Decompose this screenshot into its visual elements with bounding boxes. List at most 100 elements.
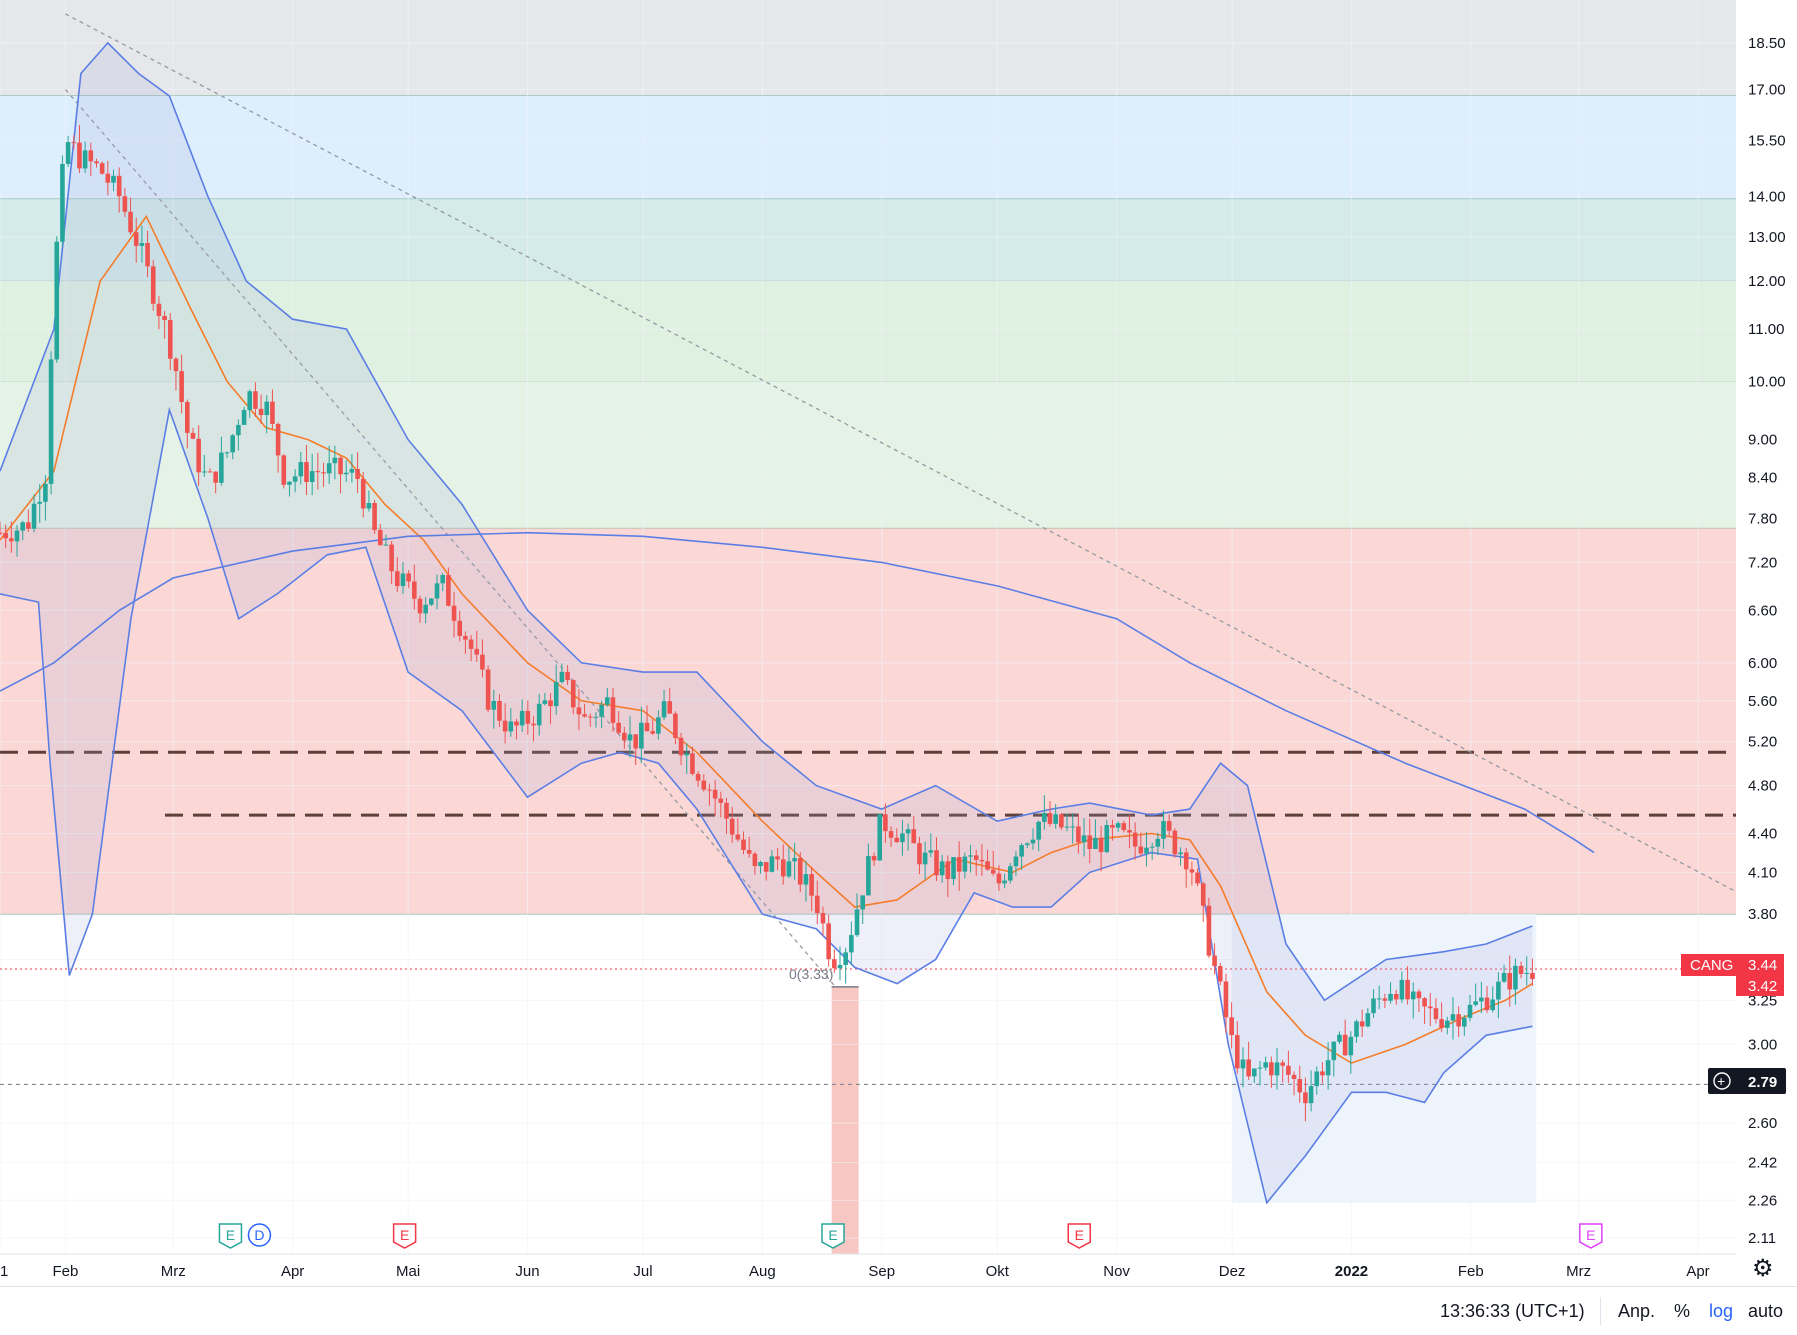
candle: [230, 435, 236, 453]
axes-layer: 2.112.262.422.603.003.253.503.804.104.40…: [0, 0, 1797, 1280]
candle: [207, 471, 213, 473]
last-price-tag-2: [1736, 976, 1784, 996]
candle: [1087, 835, 1093, 850]
candle: [122, 196, 128, 212]
candle: [1098, 837, 1104, 853]
candle: [866, 856, 871, 896]
candle: [491, 700, 497, 710]
candle: [627, 734, 633, 741]
clock[interactable]: 13:36:33 (UTC+1): [1440, 1301, 1585, 1321]
candle: [400, 573, 406, 587]
candle: [820, 913, 826, 924]
candle: [1359, 1021, 1365, 1027]
candle: [1280, 1062, 1286, 1066]
candle: [54, 241, 60, 360]
candle: [429, 598, 434, 605]
candle: [179, 371, 184, 402]
candle: [695, 773, 701, 781]
candle: [1212, 955, 1217, 967]
candle: [3, 532, 8, 539]
x-tick-label: Mrz: [1566, 1263, 1591, 1280]
candle: [65, 142, 71, 164]
candle: [633, 734, 638, 749]
candle: [1195, 872, 1200, 884]
y-tick-label: 10.00: [1748, 374, 1786, 391]
y-tick-label: 9.00: [1748, 432, 1777, 449]
candle: [661, 701, 667, 718]
candle: [105, 173, 111, 183]
candle: [911, 829, 917, 844]
candle: [270, 401, 275, 424]
candle: [1121, 823, 1127, 831]
candle: [1240, 1059, 1246, 1069]
candle: [939, 861, 945, 876]
candle: [196, 438, 201, 473]
candle: [809, 874, 814, 896]
y-tick-label: 4.10: [1748, 864, 1777, 881]
event-letter: E: [1586, 1227, 1595, 1243]
candle: [167, 320, 173, 359]
earnings-icon: [392, 1223, 417, 1249]
candle: [1269, 1062, 1274, 1076]
candle: [1076, 826, 1081, 843]
candle: [281, 455, 287, 485]
candle: [673, 713, 678, 738]
candle: [610, 697, 616, 723]
candle: [1081, 835, 1087, 843]
candle: [1473, 1001, 1478, 1005]
zones-layer: [0, 0, 1736, 1254]
candle: [111, 175, 116, 183]
candle: [854, 909, 860, 936]
candle: [88, 150, 94, 162]
candle: [343, 472, 349, 475]
event-letter: E: [828, 1227, 837, 1243]
log-button[interactable]: log: [1709, 1301, 1734, 1321]
candle: [1172, 830, 1178, 855]
auto-button[interactable]: auto: [1748, 1301, 1784, 1321]
candle: [622, 732, 627, 741]
candle: [843, 952, 848, 965]
candle: [355, 468, 360, 479]
add-alert-icon[interactable]: [1713, 1072, 1731, 1090]
candle: [383, 544, 389, 546]
candle: [1524, 972, 1530, 974]
candle: [1410, 991, 1416, 1000]
candle: [712, 789, 718, 799]
candle: [752, 853, 758, 867]
candle: [979, 859, 985, 862]
candle: [837, 964, 843, 969]
crosshair-price-label: 2.79: [1748, 1074, 1777, 1091]
candle: [9, 538, 14, 542]
candle: [985, 861, 990, 870]
candle: [82, 150, 88, 169]
candle: [1388, 993, 1393, 1001]
price-axis: [1736, 0, 1797, 1254]
candle: [1433, 1008, 1439, 1020]
candle: [128, 211, 133, 233]
candle: [173, 358, 179, 372]
zone-band: [0, 281, 1736, 382]
candle: [1342, 1034, 1348, 1056]
candle: [463, 635, 468, 640]
candle: [162, 315, 167, 321]
candle: [440, 575, 446, 584]
candle: [780, 859, 786, 877]
candle: [1445, 1020, 1450, 1028]
candle: [582, 714, 587, 717]
candle: [1291, 1074, 1297, 1080]
percent-button[interactable]: %: [1674, 1301, 1691, 1321]
adjust-button[interactable]: Anp.: [1618, 1301, 1656, 1321]
candle: [0, 532, 3, 534]
y-tick-label: 5.20: [1748, 734, 1777, 751]
x-tick-label: Apr: [281, 1263, 304, 1280]
candle: [1439, 1019, 1444, 1028]
event-marker: E: [218, 1223, 243, 1249]
settings-gear-icon[interactable]: ⚙: [1752, 1255, 1774, 1282]
candle: [832, 959, 837, 969]
candle: [48, 359, 54, 484]
x-tick-label: 2022: [1335, 1263, 1368, 1280]
candle: [956, 857, 962, 872]
candle: [519, 710, 525, 726]
